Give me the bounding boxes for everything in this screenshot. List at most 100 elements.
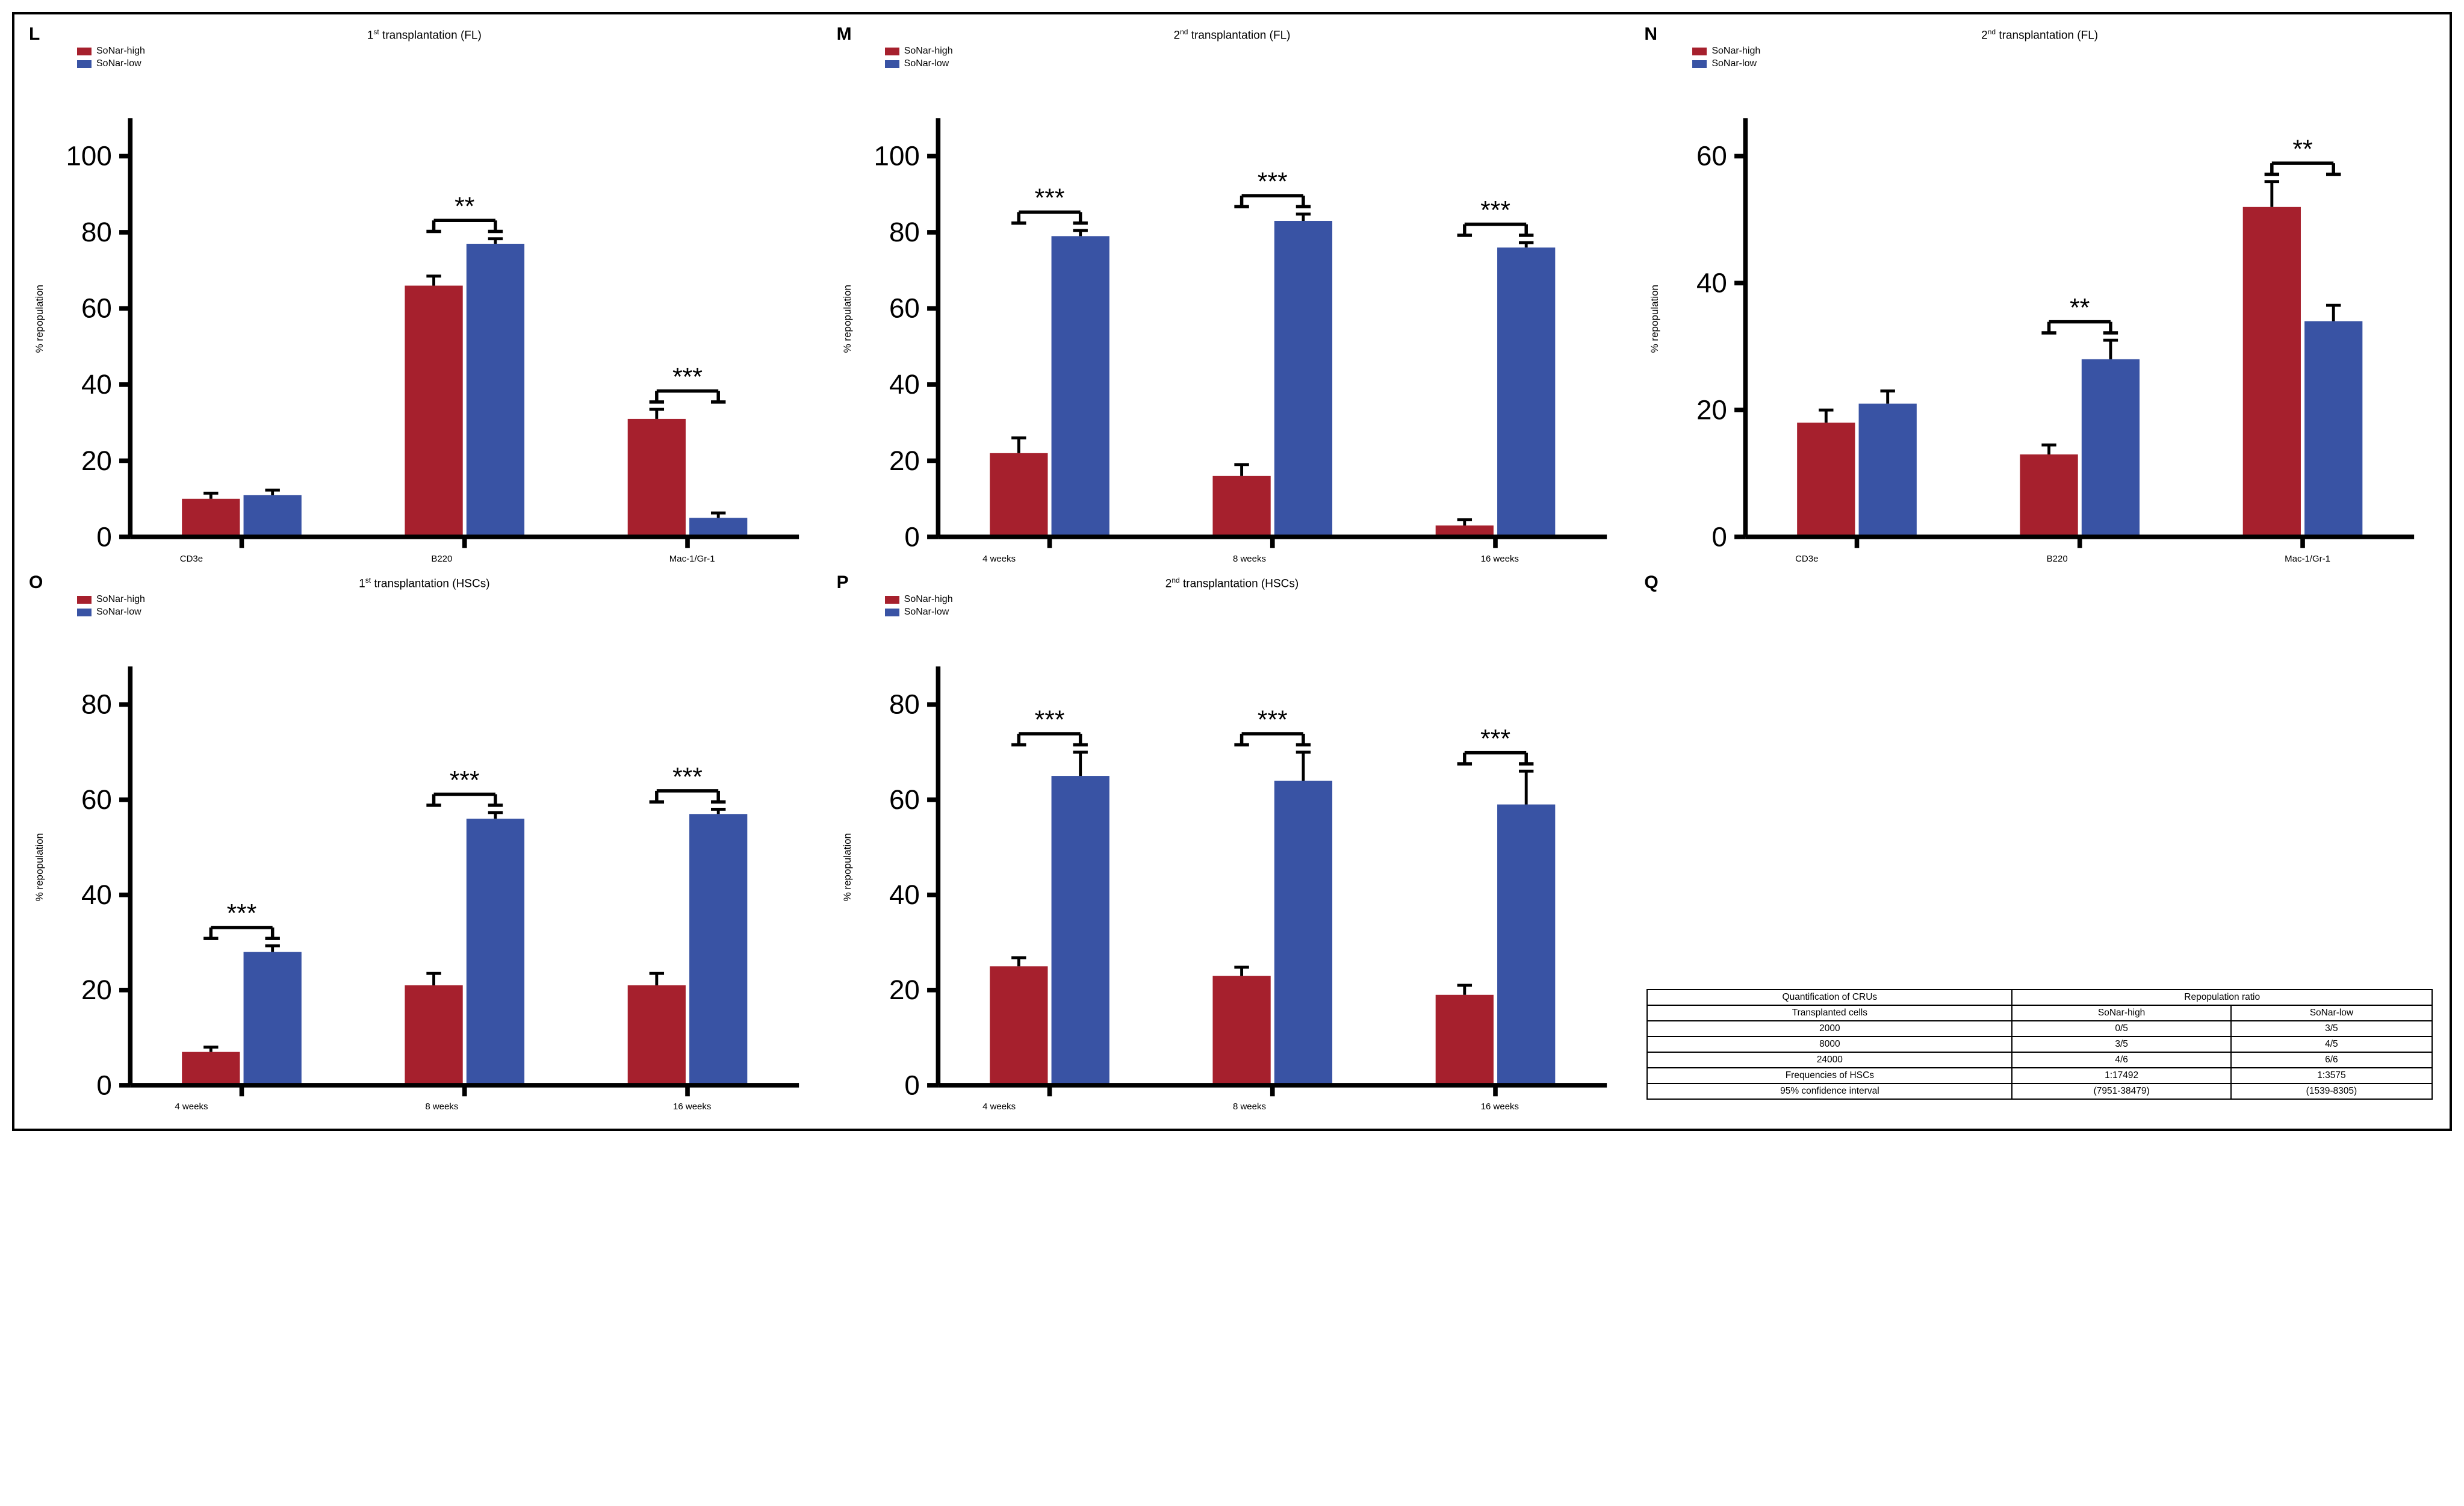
figure-border: L 1st transplantation (FL) SoNar-high So… [12, 12, 2452, 1131]
chart-title: 2nd transplantation (FL) [839, 28, 1625, 42]
x-tick-label: CD3e [66, 554, 317, 564]
table-row: 2000 0/5 3/5 [1647, 1021, 2432, 1037]
legend-swatch-low [77, 60, 92, 68]
table-row: Transplanted cells SoNar-high SoNar-low [1647, 1005, 2432, 1021]
svg-text:***: *** [672, 763, 703, 792]
legend-swatch-low [885, 60, 899, 68]
x-tick-label: 4 weeks [66, 1102, 317, 1112]
svg-text:60: 60 [889, 784, 920, 815]
y-axis-label: % repopulation [31, 74, 46, 563]
panel-O: O 1st transplantation (HSCs) SoNar-high … [31, 575, 818, 1112]
legend-item-low: SoNar-low [77, 58, 818, 69]
x-labels: 4 weeks8 weeks16 weeks [854, 1102, 1625, 1112]
x-tick-label: 4 weeks [874, 1102, 1125, 1112]
x-tick-label: B220 [317, 554, 567, 564]
plot-area: 0204060**** CD3eB220Mac-1/Gr-1 [1661, 74, 2433, 563]
x-tick-label: Mac-1/Gr-1 [567, 554, 818, 564]
panel-label: N [1644, 24, 1657, 45]
svg-text:***: *** [227, 899, 257, 928]
legend: SoNar-high SoNar-low [77, 46, 818, 69]
x-tick-label: 4 weeks [874, 554, 1125, 564]
table-cell: 1:3575 [2231, 1068, 2432, 1083]
legend-swatch-high [885, 596, 899, 604]
table-cell: Frequencies of HSCs [1647, 1068, 2012, 1083]
legend: SoNar-high SoNar-low [885, 46, 1625, 69]
table-row: 8000 3/5 4/5 [1647, 1037, 2432, 1052]
svg-text:60: 60 [81, 293, 112, 324]
x-tick-label: 8 weeks [1125, 1102, 1375, 1112]
table-cell: 3/5 [2012, 1037, 2230, 1052]
svg-text:***: *** [1257, 705, 1287, 734]
chart-svg: 0204060**** [1661, 74, 2433, 551]
legend-label-low: SoNar-low [96, 607, 141, 618]
table-header: Transplanted cells [1647, 1005, 2012, 1021]
legend-label-low: SoNar-low [904, 607, 949, 618]
panel-label: M [837, 24, 852, 45]
svg-text:***: *** [1480, 725, 1510, 754]
svg-text:20: 20 [889, 445, 920, 476]
plot-area: 020406080100********* 4 weeks8 weeks16 w… [854, 74, 1625, 563]
table-cell: 4/6 [2012, 1052, 2230, 1068]
panel-P: P 2nd transplantation (HSCs) SoNar-high … [839, 575, 1625, 1112]
plot-area: 020406080100***** CD3eB220Mac-1/Gr-1 [46, 74, 818, 563]
legend: SoNar-high SoNar-low [1692, 46, 2433, 69]
table-cell: 6/6 [2231, 1052, 2432, 1068]
chart-svg: 020406080********* [46, 622, 818, 1100]
panel-label: L [29, 24, 40, 45]
svg-text:***: *** [1034, 705, 1064, 734]
x-tick-label: 8 weeks [1125, 554, 1375, 564]
x-tick-label: CD3e [1681, 554, 1932, 564]
legend-label-high: SoNar-high [1711, 46, 1760, 57]
x-labels: 4 weeks8 weeks16 weeks [46, 1102, 818, 1112]
table-header: Quantification of CRUs [1647, 990, 2012, 1005]
svg-text:80: 80 [81, 689, 112, 720]
svg-text:80: 80 [889, 689, 920, 720]
panel-label: P [837, 572, 849, 593]
x-tick-label: Mac-1/Gr-1 [2182, 554, 2433, 564]
svg-text:60: 60 [889, 293, 920, 324]
legend-item-high: SoNar-high [77, 594, 818, 605]
svg-text:100: 100 [874, 141, 919, 172]
svg-text:0: 0 [904, 1070, 919, 1100]
table-cell: 24000 [1647, 1052, 2012, 1068]
table-header: SoNar-high [2012, 1005, 2230, 1021]
svg-text:***: *** [1034, 184, 1064, 212]
table-row: Quantification of CRUs Repopulation rati… [1647, 990, 2432, 1005]
table-wrapper: Quantification of CRUs Repopulation rati… [1646, 575, 2433, 1112]
svg-text:0: 0 [904, 522, 919, 552]
legend-item-low: SoNar-low [885, 607, 1625, 618]
y-axis-label: % repopulation [839, 74, 854, 563]
svg-text:0: 0 [1712, 522, 1727, 552]
svg-text:***: *** [450, 766, 480, 795]
svg-text:40: 40 [81, 879, 112, 910]
svg-text:***: *** [1480, 196, 1510, 225]
legend-label-low: SoNar-low [96, 58, 141, 69]
chart-title: 2nd transplantation (FL) [1646, 28, 2433, 42]
table-header: Repopulation ratio [2012, 990, 2432, 1005]
svg-text:**: ** [455, 192, 474, 221]
legend-swatch-low [885, 609, 899, 616]
svg-text:**: ** [2293, 135, 2313, 164]
table-cell: 4/5 [2231, 1037, 2432, 1052]
svg-text:80: 80 [889, 217, 920, 248]
chart-body: % repopulation 020406080100***** CD3eB22… [31, 74, 818, 563]
x-tick-label: 16 weeks [567, 1102, 818, 1112]
table-cell: 8000 [1647, 1037, 2012, 1052]
table-cell: 2000 [1647, 1021, 2012, 1037]
svg-text:40: 40 [889, 370, 920, 400]
svg-text:60: 60 [1696, 141, 1727, 172]
legend-item-high: SoNar-high [885, 46, 1625, 57]
table-cell: (1539-8305) [2231, 1083, 2432, 1099]
x-tick-label: B220 [1932, 554, 2182, 564]
svg-text:***: *** [672, 363, 703, 392]
legend-label-high: SoNar-high [96, 594, 145, 605]
legend: SoNar-high SoNar-low [885, 594, 1625, 618]
chart-body: % repopulation 020406080********* 4 week… [31, 622, 818, 1112]
legend-swatch-low [1692, 60, 1707, 68]
legend-label-high: SoNar-high [904, 594, 953, 605]
y-axis-label: % repopulation [1646, 74, 1661, 563]
table-row: 95% confidence interval (7951-38479) (15… [1647, 1083, 2432, 1099]
chart-title: 1st transplantation (FL) [31, 28, 818, 42]
table-cell: 95% confidence interval [1647, 1083, 2012, 1099]
plot-area: 020406080********* 4 weeks8 weeks16 week… [46, 622, 818, 1112]
